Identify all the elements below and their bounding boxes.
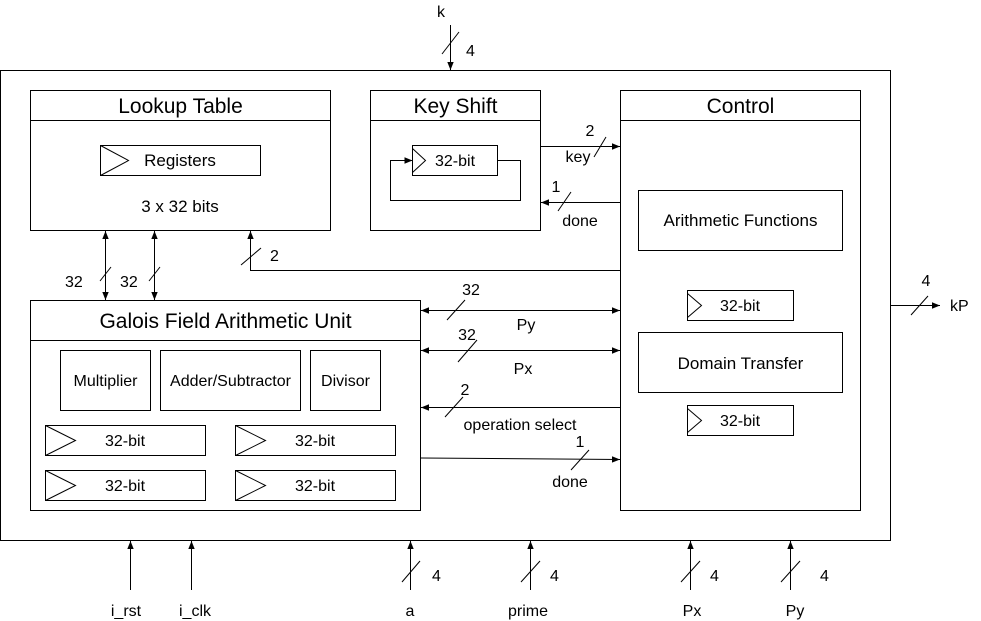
signal-py-in-name: Py [786,603,805,620]
gfau-register-label: 32-bit [295,478,336,495]
gfau-register [45,425,206,456]
adder-subtractor-label: Adder/Subtractor [170,373,292,390]
signal-lut-select-width: 2 [270,248,279,265]
lookup-table-title: Lookup Table [118,95,243,118]
signal-py-name: Py [517,317,536,334]
signal-px-in-name: Px [683,603,702,620]
gfau-register [235,425,396,456]
signal-kp-name: kP [950,298,969,315]
control-register-bottom [687,405,794,436]
signal-lut-select: 2 [240,231,621,271]
clock-triangle-icon [687,293,703,318]
signal-lut-gfau-left: 32 [65,231,112,300]
arithmetic-functions-label: Arithmetic Functions [664,211,818,230]
signal-done-gfau-name: done [552,474,588,491]
signal-py: 32 Py [421,282,620,334]
signal-py-in: 4 Py [780,541,829,620]
key-shift-register [412,145,498,176]
signal-key-width: 2 [586,123,595,140]
signal-prime: 4 prime [508,541,559,620]
signal-lut-gfau-left-width: 32 [65,274,83,291]
control-block: Control Arithmetic Functions 32-bit Doma… [620,90,861,511]
signal-lut-gfau-right-width: 32 [120,274,138,291]
control-register-top [687,290,794,321]
shift-feedback-loop [390,157,521,201]
gfau-register-label: 32-bit [105,478,146,495]
signal-operation-select-width: 2 [461,382,470,399]
divisor-box [310,350,381,411]
signal-done-keyshift: 1 done [541,179,621,230]
gfau-register [235,470,396,501]
signal-k: k 4 [437,4,475,70]
clock-triangle-icon [412,148,427,173]
signal-px-in: 4 Px [680,541,719,620]
gfau-register [45,470,206,501]
domain-transfer-label: Domain Transfer [678,354,804,373]
lookup-table-block: Lookup Table Registers 3 x 32 bits [30,90,331,231]
gfau-register-label: 32-bit [295,433,336,450]
multiplier-label: Multiplier [73,373,138,390]
gfau-register-label: 32-bit [105,433,146,450]
signal-py-in-width: 4 [820,568,829,585]
gfau-title: Galois Field Arithmetic Unit [99,310,351,333]
key-shift-title: Key Shift [413,95,497,118]
clock-triangle-icon [687,408,703,433]
signal-px: 32 Px [421,327,620,378]
key-shift-register-label: 32-bit [435,153,476,170]
key-shift-block: Key Shift 32-bit [370,90,541,231]
signal-kp-width: 4 [922,273,931,290]
signal-px-width: 32 [458,327,476,344]
multiplier-box [60,350,151,411]
signal-key: 2 key [540,123,620,166]
signal-i-rst-name: i_rst [111,603,142,620]
signal-k-width: 4 [466,43,475,60]
signal-a-width: 4 [432,568,441,585]
signal-lut-gfau-right: 32 [120,231,161,300]
divisor-label: Divisor [321,373,371,390]
signal-operation-select: 2 operation select [421,382,621,434]
signal-a: 4 a [401,541,441,620]
signal-prime-name: prime [508,603,548,620]
signal-key-name: key [566,149,591,166]
signal-i-clk: i_clk [179,541,212,620]
clock-triangle-icon [45,425,77,456]
adder-subtractor-box [160,350,301,411]
arithmetic-functions-box [638,190,843,251]
signal-k-name: k [437,4,446,21]
signal-done-gfau: 1 done [420,434,621,491]
clock-triangle-icon [235,470,267,501]
signal-done-gfau-width: 1 [576,434,585,451]
lookup-table-size: 3 x 32 bits [141,197,219,216]
clock-triangle-icon [45,470,77,501]
lookup-table-register-label: Registers [144,151,216,170]
signal-done-keyshift-width: 1 [552,179,561,196]
clock-triangle-icon [100,145,130,176]
lookup-table-register [100,145,261,176]
signal-px-in-width: 4 [710,568,719,585]
signal-done-keyshift-name: done [562,213,598,230]
signal-operation-select-name: operation select [464,417,578,434]
signal-prime-width: 4 [550,568,559,585]
signal-kp: 4 kP [891,273,969,316]
control-register-bottom-label: 32-bit [720,413,761,430]
signal-px-name: Px [514,361,533,378]
signal-i-clk-name: i_clk [179,603,212,620]
control-title: Control [707,95,775,118]
signal-py-width: 32 [462,282,480,299]
signal-a-name: a [406,603,415,620]
signal-i-rst: i_rst [111,541,142,620]
clock-triangle-icon [235,425,267,456]
domain-transfer-box [638,332,843,393]
gfau-block: Galois Field Arithmetic Unit Multiplier … [30,300,421,511]
control-register-top-label: 32-bit [720,298,761,315]
